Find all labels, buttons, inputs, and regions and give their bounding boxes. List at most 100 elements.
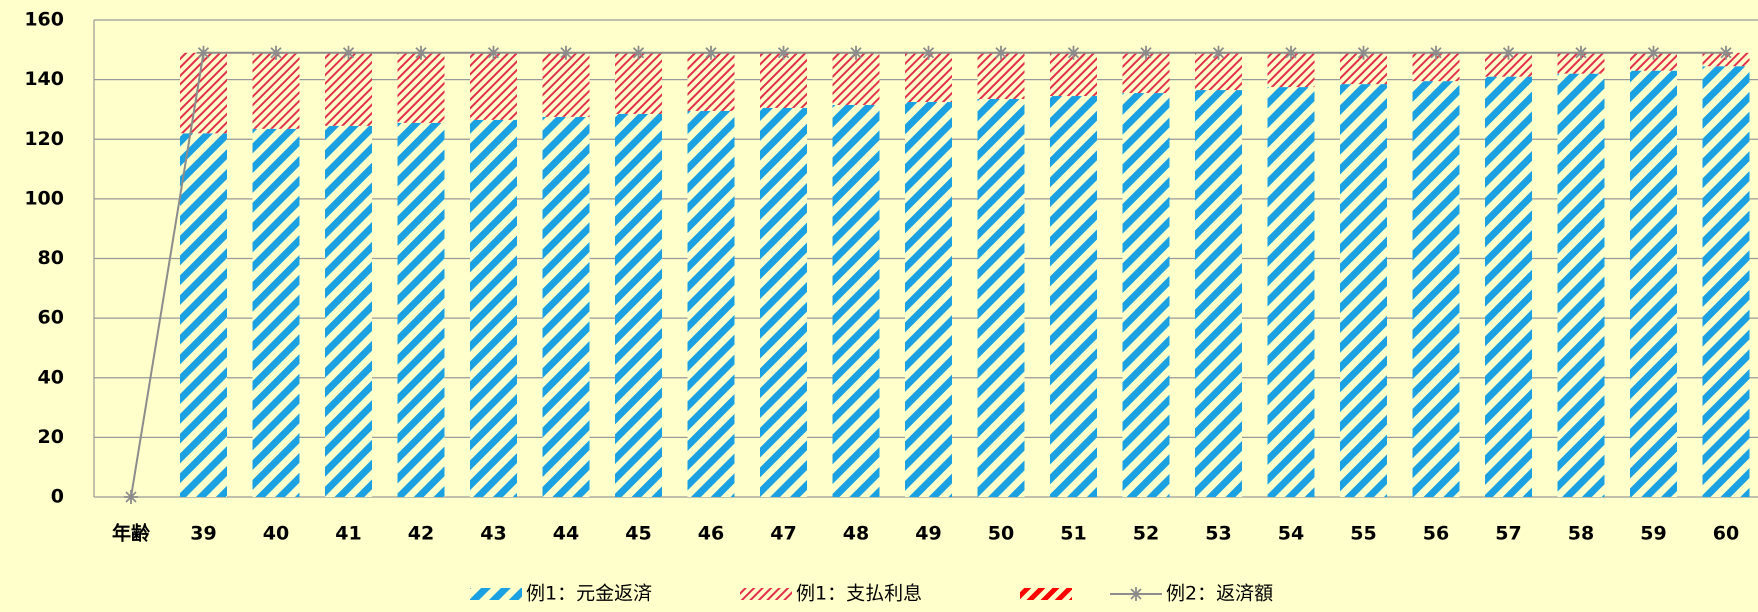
legend-swatch — [470, 588, 522, 600]
line-marker — [341, 45, 356, 60]
y-tick-label: 20 — [38, 426, 64, 448]
x-tick-label: 49 — [915, 523, 941, 545]
line-marker — [196, 45, 211, 60]
bar-segment — [1485, 76, 1532, 498]
line-marker — [1501, 45, 1516, 60]
line-marker — [1211, 45, 1226, 60]
line-marker — [704, 45, 718, 60]
x-tick-label: 60 — [1713, 523, 1739, 545]
line-marker — [994, 45, 1008, 60]
bar-segment — [1412, 81, 1460, 497]
line-marker — [631, 45, 646, 60]
y-tick-label: 60 — [38, 307, 64, 329]
x-tick-label: 41 — [335, 523, 361, 545]
x-tick-label: 59 — [1640, 523, 1666, 545]
x-tick-label: 54 — [1278, 523, 1304, 545]
bar-segment — [252, 128, 300, 498]
bar-segment — [1702, 66, 1750, 497]
line-marker — [1139, 45, 1153, 60]
bar-segment — [1050, 96, 1097, 497]
bar-segment — [325, 52, 372, 126]
x-tick-label: 43 — [480, 523, 506, 545]
x-tick-label: 44 — [553, 523, 579, 545]
line-marker — [414, 45, 428, 60]
bar-segment — [1557, 73, 1605, 497]
bar-segment — [252, 52, 300, 129]
bar-segment — [1050, 52, 1097, 97]
y-tick-label: 40 — [38, 366, 64, 388]
line-marker — [1284, 45, 1298, 60]
bar-segment — [977, 52, 1025, 100]
x-tick-label: 40 — [263, 523, 289, 545]
y-tick-label: 140 — [24, 68, 64, 90]
bar-segment — [1630, 70, 1677, 498]
y-tick-label: 80 — [38, 247, 64, 269]
legend-label: 例2：返済額 — [1166, 583, 1273, 605]
bar-segment — [1630, 52, 1677, 71]
line-marker — [921, 45, 936, 60]
x-tick-label: 53 — [1205, 523, 1231, 545]
bar-segment — [325, 125, 372, 497]
legend-swatch — [740, 588, 792, 600]
line-marker — [1574, 45, 1588, 60]
line-marker — [776, 45, 791, 60]
legend-swatch — [1020, 588, 1072, 600]
y-tick-label: 160 — [24, 9, 64, 31]
bar-segment — [542, 116, 590, 497]
line-marker — [559, 45, 573, 60]
bar-segment — [1340, 84, 1387, 498]
x-tick-label: 52 — [1133, 523, 1159, 545]
x-tick-label: 46 — [698, 523, 724, 545]
bar-segment — [470, 52, 517, 120]
bar-segment — [760, 107, 807, 498]
bar-segment — [180, 133, 227, 497]
x-tick-label: 45 — [625, 523, 651, 545]
line-marker — [1066, 45, 1081, 60]
bar-segment — [180, 52, 227, 134]
bar-segment — [905, 101, 952, 497]
bar-segment — [1122, 93, 1170, 498]
bar-segment — [542, 52, 590, 117]
bar-segment — [615, 113, 662, 498]
line-marker — [849, 45, 863, 60]
x-tick-label: 47 — [770, 523, 796, 545]
bar-segment — [1557, 52, 1605, 74]
bar-segment — [1195, 90, 1242, 497]
bar-segment — [760, 52, 807, 108]
legend-swatch — [1129, 587, 1143, 601]
line-marker — [1429, 45, 1443, 60]
x-tick-label: 年齢 — [112, 522, 151, 545]
x-tick-label: 56 — [1423, 523, 1449, 545]
line-marker — [1646, 45, 1661, 60]
y-tick-label: 0 — [51, 486, 64, 508]
bar-segment — [397, 122, 445, 498]
line-marker — [1719, 45, 1733, 60]
x-tick-label: 48 — [843, 523, 869, 545]
legend-label: 例1：元金返済 — [526, 583, 652, 605]
legend-label: 例1：支払利息 — [796, 583, 922, 605]
x-tick-label: 57 — [1495, 523, 1521, 545]
y-tick-label: 120 — [24, 128, 64, 150]
x-tick-label: 50 — [988, 523, 1014, 545]
bar-segment — [397, 52, 445, 123]
y-tick-label: 100 — [24, 187, 64, 209]
bar-segment — [687, 110, 735, 497]
bar-segment — [832, 52, 880, 105]
bar-segment — [470, 119, 517, 497]
bar-segment — [977, 99, 1025, 498]
bar-segment — [687, 52, 735, 111]
x-tick-label: 51 — [1060, 523, 1086, 545]
line-marker — [1356, 45, 1371, 60]
x-tick-label: 42 — [408, 523, 434, 545]
line-marker — [124, 490, 138, 504]
line-marker — [486, 45, 501, 60]
x-tick-label: 55 — [1350, 523, 1376, 545]
x-tick-label: 39 — [190, 523, 216, 545]
line-marker — [269, 45, 283, 60]
bar-segment — [1485, 52, 1532, 77]
bar-segment — [615, 52, 662, 114]
bar-segment — [1267, 87, 1315, 497]
bar-segment — [832, 104, 880, 497]
x-tick-label: 58 — [1568, 523, 1594, 545]
